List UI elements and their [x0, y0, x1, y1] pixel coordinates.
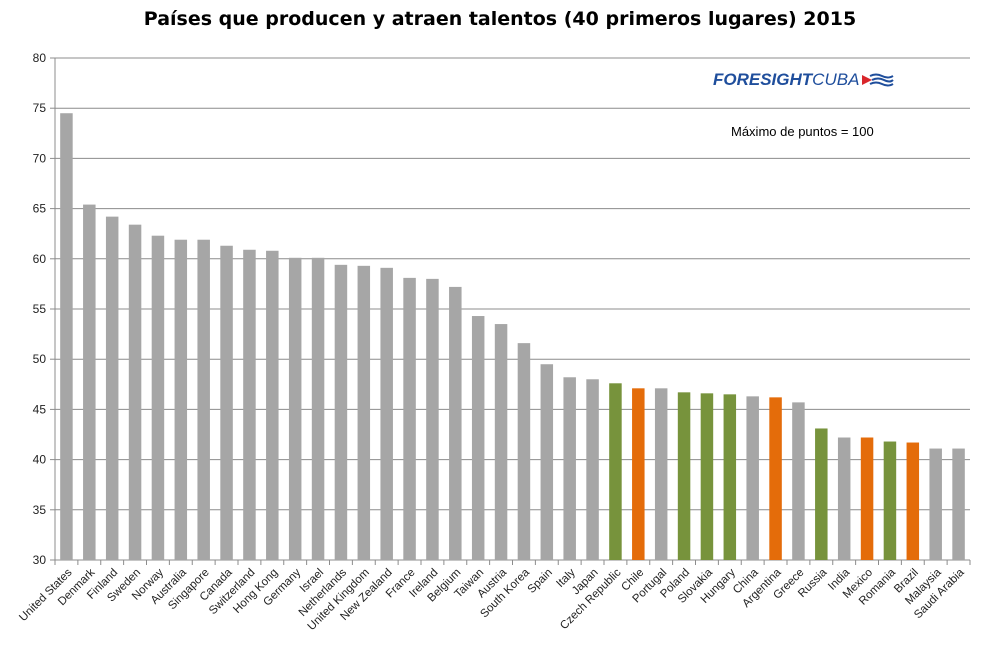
- bar: [746, 396, 759, 560]
- y-tick-label: 55: [33, 302, 47, 316]
- bar: [266, 250, 279, 560]
- bar: [174, 239, 188, 560]
- x-tick-labels: United StatesDenmarkFinlandSwedenNorwayA…: [17, 566, 967, 633]
- bars: [60, 113, 965, 561]
- bar: [792, 402, 805, 560]
- brand-name-part2: CUBA: [812, 70, 860, 89]
- bar: [220, 245, 233, 561]
- bar: [929, 448, 942, 560]
- bar: [586, 379, 599, 560]
- y-tick-label: 30: [33, 553, 47, 567]
- bar: [815, 428, 828, 560]
- y-tick-label: 70: [33, 151, 47, 165]
- y-tick-label: 80: [33, 51, 47, 65]
- bar: [380, 267, 393, 560]
- brand-logo: FORESIGHT CUBA: [713, 70, 895, 90]
- bar: [494, 324, 508, 560]
- y-tick-labels: 30 35 40 45 50 55 60 65 70 75 80: [33, 51, 47, 567]
- bar: [128, 224, 142, 560]
- bar: [677, 392, 691, 560]
- bar: [403, 277, 416, 560]
- bar: [906, 442, 920, 560]
- bar: [700, 393, 714, 560]
- bar: [83, 204, 96, 561]
- bar: [769, 397, 782, 560]
- bar: [723, 394, 737, 560]
- x-tick-label: Spain: [526, 567, 555, 596]
- bar: [105, 216, 119, 560]
- bar: [334, 264, 348, 560]
- y-tick-label: 45: [33, 402, 47, 416]
- y-tick-label: 35: [33, 503, 47, 517]
- bar: [288, 257, 302, 560]
- bar: [449, 286, 462, 560]
- bar: [837, 437, 851, 560]
- bar: [197, 239, 210, 560]
- y-tick-label: 60: [33, 252, 47, 266]
- bar: [471, 316, 485, 560]
- bar: [952, 448, 965, 560]
- bar: [426, 278, 439, 560]
- bar: [151, 235, 165, 560]
- bar: [60, 113, 73, 560]
- bar: [540, 364, 554, 560]
- flag-waves-icon: [862, 73, 895, 87]
- bar: [311, 257, 325, 560]
- brand-name-part1: FORESIGHT: [713, 70, 813, 89]
- bar: [563, 377, 576, 560]
- y-tick-label: 65: [33, 202, 47, 216]
- y-tick-label: 40: [33, 453, 47, 467]
- bar: [632, 388, 645, 560]
- bar: [883, 441, 897, 560]
- bar: [357, 265, 371, 560]
- y-tick-label: 50: [33, 352, 47, 366]
- bar: [609, 383, 622, 560]
- bar: [860, 437, 874, 560]
- bar: [517, 343, 531, 560]
- y-tick-label: 75: [33, 101, 47, 115]
- bar: [243, 249, 256, 560]
- max-points-note: Máximo de puntos = 100: [731, 124, 874, 139]
- chart-title: Países que producen y atraen talentos (4…: [143, 8, 857, 30]
- bar: [654, 388, 668, 560]
